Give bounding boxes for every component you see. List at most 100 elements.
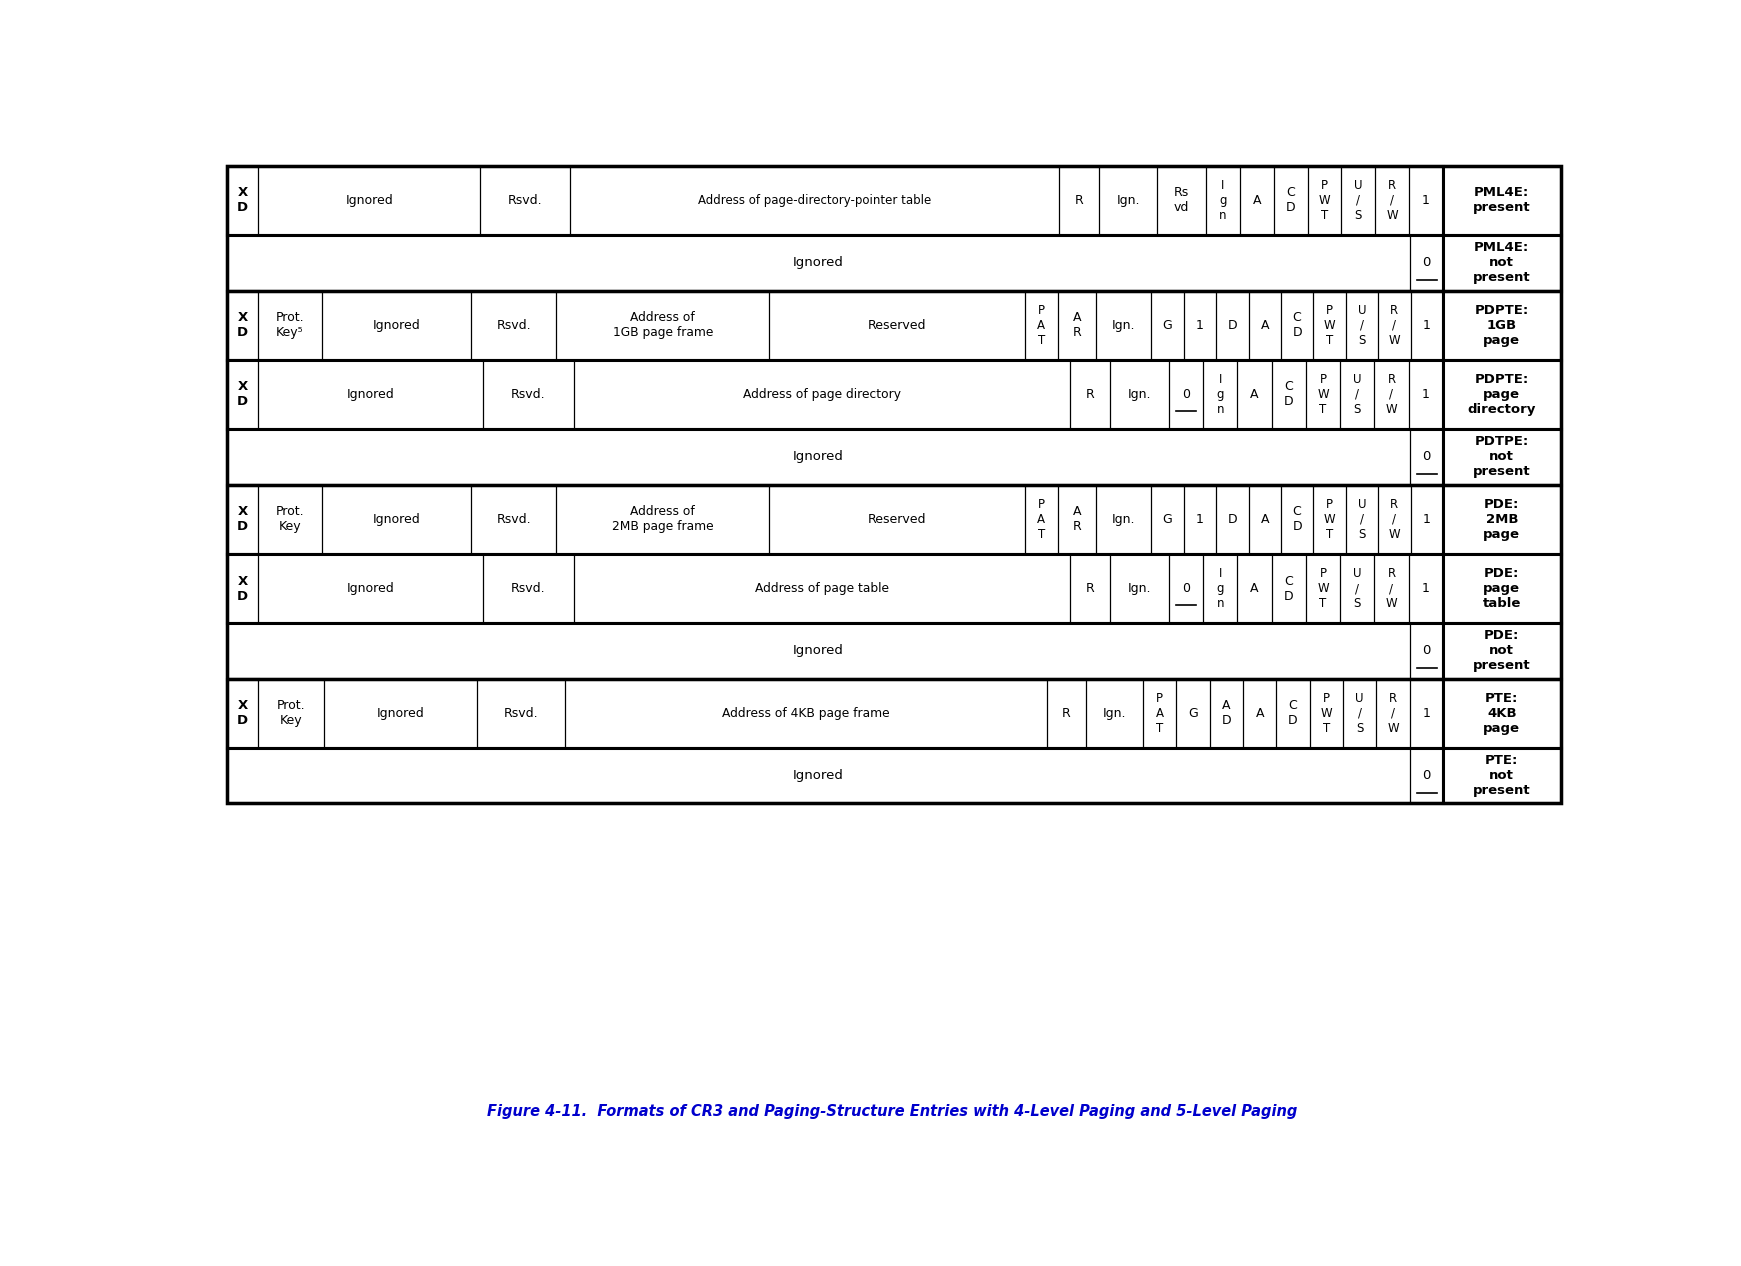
Text: 1: 1 bbox=[1422, 319, 1431, 332]
Text: Figure 4-11.  Formats of CR3 and Paging-Structure Entries with 4-Level Paging an: Figure 4-11. Formats of CR3 and Paging-S… bbox=[487, 1104, 1297, 1119]
Bar bbox=[226, 485, 258, 553]
Text: PDPTE:
1GB
page: PDPTE: 1GB page bbox=[1475, 304, 1529, 347]
Text: A
D: A D bbox=[1222, 699, 1231, 727]
Text: Ignored: Ignored bbox=[376, 706, 425, 720]
Text: P
W
T: P W T bbox=[1323, 498, 1335, 541]
Text: R
/
W: R / W bbox=[1389, 304, 1400, 347]
Text: A: A bbox=[1260, 319, 1269, 332]
Text: A: A bbox=[1260, 513, 1269, 525]
Text: X
D: X D bbox=[237, 505, 247, 533]
Text: 0: 0 bbox=[1182, 387, 1189, 401]
Text: P
W
T: P W T bbox=[1318, 567, 1328, 610]
Bar bbox=[226, 360, 1443, 429]
Bar bbox=[226, 166, 1443, 235]
Text: A: A bbox=[1252, 194, 1260, 206]
Bar bbox=[226, 166, 1560, 804]
Text: U
/
S: U / S bbox=[1353, 373, 1361, 417]
Text: I
g
n: I g n bbox=[1217, 567, 1224, 610]
Bar bbox=[226, 623, 1443, 679]
Text: P
A
T: P A T bbox=[1156, 691, 1163, 734]
Text: 0: 0 bbox=[1422, 256, 1431, 270]
Text: Reserved: Reserved bbox=[869, 513, 926, 525]
Text: Address of 4KB page frame: Address of 4KB page frame bbox=[723, 706, 890, 720]
Bar bbox=[226, 553, 1443, 623]
Text: I
g
n: I g n bbox=[1219, 179, 1227, 222]
Text: PML4E:
not
present: PML4E: not present bbox=[1473, 242, 1530, 285]
Text: P
W
T: P W T bbox=[1320, 691, 1332, 734]
Text: Ignored: Ignored bbox=[794, 451, 844, 463]
Text: Address of
1GB page frame: Address of 1GB page frame bbox=[613, 311, 714, 339]
Bar bbox=[1443, 166, 1560, 235]
Text: Reserved: Reserved bbox=[869, 319, 926, 332]
Text: Ignored: Ignored bbox=[345, 194, 393, 206]
Text: Ignored: Ignored bbox=[373, 513, 420, 525]
Text: Ign.: Ign. bbox=[1112, 513, 1135, 525]
Text: D: D bbox=[1227, 513, 1238, 525]
Bar bbox=[226, 553, 258, 623]
Text: Ignored: Ignored bbox=[346, 387, 395, 401]
Text: R: R bbox=[1085, 582, 1093, 595]
Text: C
D: C D bbox=[1287, 186, 1295, 214]
Text: Rsvd.: Rsvd. bbox=[512, 582, 545, 595]
Text: Ignored: Ignored bbox=[794, 256, 844, 270]
Text: Prot.
Key: Prot. Key bbox=[275, 505, 305, 533]
Text: 0: 0 bbox=[1182, 582, 1189, 595]
Text: PML4E:
present: PML4E: present bbox=[1473, 186, 1530, 214]
Text: A
R: A R bbox=[1072, 311, 1081, 339]
Text: Ign.: Ign. bbox=[1128, 582, 1151, 595]
Bar bbox=[226, 679, 1443, 748]
Text: C
D: C D bbox=[1288, 699, 1297, 727]
Text: Rs
vd: Rs vd bbox=[1173, 186, 1189, 214]
Text: 1: 1 bbox=[1196, 319, 1203, 332]
Text: Ign.: Ign. bbox=[1102, 706, 1126, 720]
Bar bbox=[226, 748, 1443, 804]
Bar bbox=[226, 679, 258, 748]
Text: C
D: C D bbox=[1292, 311, 1302, 339]
Text: PDPTE:
page
directory: PDPTE: page directory bbox=[1468, 373, 1536, 417]
Text: 1: 1 bbox=[1196, 513, 1203, 525]
Text: 0: 0 bbox=[1422, 770, 1431, 782]
Text: G: G bbox=[1189, 706, 1198, 720]
Text: R: R bbox=[1062, 706, 1071, 720]
Text: C
D: C D bbox=[1292, 505, 1302, 533]
Bar bbox=[1443, 553, 1560, 623]
Text: X
D: X D bbox=[237, 311, 247, 339]
Text: A: A bbox=[1250, 387, 1259, 401]
Text: PTE:
4KB
page: PTE: 4KB page bbox=[1483, 691, 1520, 734]
Text: Rsvd.: Rsvd. bbox=[503, 706, 538, 720]
Text: G: G bbox=[1163, 513, 1172, 525]
Text: Ignored: Ignored bbox=[373, 319, 420, 332]
Text: Rsvd.: Rsvd. bbox=[496, 513, 531, 525]
Text: A
R: A R bbox=[1072, 505, 1081, 533]
Text: Address of
2MB page frame: Address of 2MB page frame bbox=[613, 505, 714, 533]
Text: 1: 1 bbox=[1422, 194, 1429, 206]
Bar bbox=[226, 429, 1443, 485]
Text: Ign.: Ign. bbox=[1128, 387, 1151, 401]
Bar bbox=[1443, 748, 1560, 804]
Text: Ignored: Ignored bbox=[794, 770, 844, 782]
Text: R
/
W: R / W bbox=[1386, 179, 1398, 222]
Text: P
W
T: P W T bbox=[1323, 304, 1335, 347]
Text: C
D: C D bbox=[1283, 381, 1294, 409]
Text: Ignored: Ignored bbox=[794, 644, 844, 657]
Text: R
/
W: R / W bbox=[1386, 373, 1398, 417]
Bar bbox=[1443, 429, 1560, 485]
Text: Rsvd.: Rsvd. bbox=[508, 194, 543, 206]
Bar bbox=[1443, 360, 1560, 429]
Text: R
/
W: R / W bbox=[1386, 567, 1398, 610]
Text: X
D: X D bbox=[237, 381, 247, 409]
Bar bbox=[226, 290, 1443, 360]
Text: X
D: X D bbox=[237, 186, 247, 214]
Text: Rsvd.: Rsvd. bbox=[512, 387, 545, 401]
Bar bbox=[226, 166, 258, 235]
Bar bbox=[1443, 235, 1560, 290]
Bar bbox=[1443, 290, 1560, 360]
Text: PDE:
not
present: PDE: not present bbox=[1473, 629, 1530, 672]
Bar bbox=[1443, 485, 1560, 553]
Text: R
/
W: R / W bbox=[1388, 691, 1398, 734]
Text: 1: 1 bbox=[1422, 706, 1429, 720]
Bar bbox=[1443, 623, 1560, 679]
Text: X
D: X D bbox=[237, 575, 247, 603]
Text: PDE:
2MB
page: PDE: 2MB page bbox=[1483, 498, 1520, 541]
Text: 1: 1 bbox=[1422, 582, 1429, 595]
